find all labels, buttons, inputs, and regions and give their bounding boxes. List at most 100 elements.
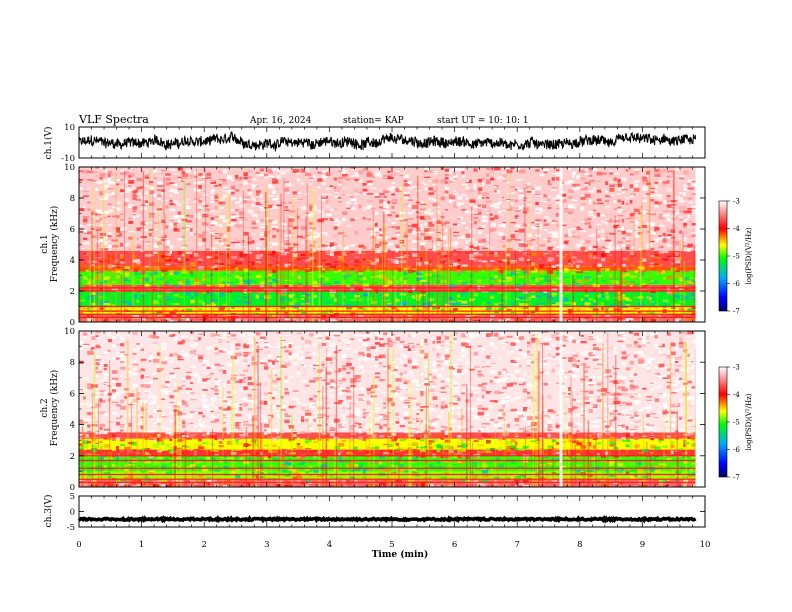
spectrogram-cell xyxy=(194,296,201,301)
spectrogram-cell xyxy=(181,350,185,352)
spectrogram-cell xyxy=(510,261,514,266)
spectrogram-cell xyxy=(210,273,214,276)
spectrogram-cell xyxy=(107,254,114,259)
spectrogram-cell xyxy=(420,279,427,283)
spectrogram-cell xyxy=(395,233,400,236)
spectrogram-cell xyxy=(646,316,650,321)
spectrogram-cell xyxy=(605,306,609,310)
spectrogram-cell xyxy=(214,284,218,287)
spectrogram-cell xyxy=(654,195,660,199)
spectrogram-streak xyxy=(266,225,268,322)
spectrogram-cell xyxy=(358,297,363,299)
spectrogram-cell xyxy=(613,279,617,283)
spectrogram-cell xyxy=(140,204,147,207)
spectrogram-cell xyxy=(469,285,473,289)
spectrogram-cell xyxy=(642,185,648,190)
spectrogram-cell xyxy=(572,269,578,271)
spectrogram-cell xyxy=(83,241,90,245)
spectrogram-cell xyxy=(79,299,86,302)
spectrogram-cell xyxy=(317,274,323,278)
spectrogram-cell xyxy=(337,294,345,299)
spectrogram-cell xyxy=(148,266,155,270)
spectrogram-cell xyxy=(99,177,103,180)
spectrogram-cell xyxy=(350,291,356,294)
spectrogram-cell xyxy=(124,485,130,487)
spectrogram-cell xyxy=(120,179,124,181)
spectrogram-cell xyxy=(498,269,504,274)
spectrogram-cell xyxy=(300,168,307,173)
spectrogram-cell xyxy=(194,252,198,257)
spectrogram-cell xyxy=(617,209,624,213)
spectrogram-cell xyxy=(494,205,499,209)
spectrogram-cell xyxy=(485,179,490,183)
spectrogram-cell xyxy=(161,169,167,172)
spectrogram-cell xyxy=(646,171,650,175)
spectrogram-cell xyxy=(210,247,216,252)
spectrogram-cell xyxy=(91,406,97,409)
spectrogram-cell xyxy=(251,222,257,225)
spectrogram-cell xyxy=(436,252,442,254)
spectrogram-cell xyxy=(87,302,93,306)
spectrogram-cell xyxy=(547,204,552,207)
spectrogram-cell xyxy=(411,318,418,322)
spectrogram-streak xyxy=(242,190,244,322)
spectrogram-ytick-label: 0 xyxy=(70,318,75,328)
spectrogram-cell xyxy=(111,270,117,274)
spectrogram-cell xyxy=(691,303,696,305)
spectrogram-cell xyxy=(296,198,303,200)
spectrogram-cell xyxy=(551,302,555,306)
spectrogram-cell xyxy=(490,246,495,251)
spectrogram-cell xyxy=(473,248,477,251)
spectrogram-cell xyxy=(333,319,339,322)
spectrogram-cell xyxy=(658,200,663,204)
spectrogram-cell xyxy=(420,255,426,257)
spectrogram-cell xyxy=(161,233,165,237)
spectrogram-cell xyxy=(584,253,588,255)
spectrogram-cell xyxy=(284,240,290,243)
spectrogram-cell xyxy=(173,390,179,392)
spectrogram-cell xyxy=(210,252,217,255)
spectrogram-cell xyxy=(103,197,109,200)
spectrogram-cell xyxy=(111,386,117,390)
spectrogram-cell xyxy=(79,421,85,425)
spectrogram-cell xyxy=(638,310,642,314)
spectrogram-cell xyxy=(288,247,296,251)
spectrogram-cell xyxy=(551,177,556,181)
spectrogram-cell xyxy=(317,295,323,299)
spectrogram-cell xyxy=(103,376,107,381)
spectrogram-cell xyxy=(120,211,126,215)
spectrogram-cell xyxy=(300,292,307,295)
spectrogram-cell xyxy=(453,223,458,226)
spectrogram-cell xyxy=(103,279,109,281)
spectrogram-cell xyxy=(309,207,313,211)
spectrogram-cell xyxy=(91,212,98,216)
spectrogram-cell xyxy=(243,268,249,273)
spectrogram-cell xyxy=(173,215,179,219)
spectrogram-cell xyxy=(329,319,335,322)
spectrogram-cell xyxy=(596,180,600,182)
spectrogram-cell xyxy=(99,440,103,444)
spectrogram-cell xyxy=(646,243,653,247)
spectrogram-cell xyxy=(148,228,155,231)
spectrogram-cell xyxy=(494,279,498,283)
spectrogram-cell xyxy=(132,398,138,403)
spectrogram-cell xyxy=(617,226,622,228)
spectrogram-cell xyxy=(128,461,132,464)
spectrogram-cell xyxy=(584,182,591,186)
spectrogram-cell xyxy=(124,171,130,173)
spectrogram-cell xyxy=(157,267,161,271)
spectrogram-cell xyxy=(317,233,321,238)
spectrogram-cell xyxy=(333,212,341,214)
spectrogram-cell xyxy=(572,302,576,306)
spectrogram-cell xyxy=(95,309,99,312)
spectrogram-cell xyxy=(87,199,92,202)
spectrogram-cell xyxy=(107,353,114,355)
spectrogram-cell xyxy=(111,411,118,415)
spectrogram-cell xyxy=(477,253,483,257)
spectrogram-cell xyxy=(379,234,383,237)
spectrogram-cell xyxy=(580,226,585,229)
spectrogram-cell xyxy=(185,308,193,312)
spectrogram-cell xyxy=(633,221,640,226)
spectrogram-cell xyxy=(658,244,663,248)
spectrogram-cell xyxy=(592,302,597,306)
